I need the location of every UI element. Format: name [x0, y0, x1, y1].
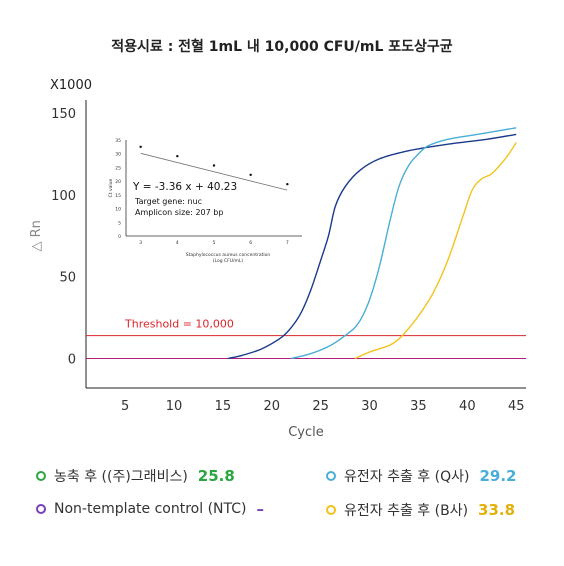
- inset-x-tick-label: 3: [139, 240, 142, 246]
- inset-y-axis-label: Ct value: [108, 178, 114, 197]
- inset-x-tick-label: 4: [176, 240, 179, 246]
- inset-data-point: [139, 145, 142, 149]
- legend-marker-icon: [326, 505, 336, 515]
- inset-y-tick-label: 15: [115, 193, 121, 199]
- legend-ct-value: 25.8: [197, 467, 235, 485]
- x-tick-label: 15: [215, 399, 232, 414]
- legend-label: 유전자 추출 후 (Q사): [344, 469, 470, 485]
- legend-label: 유전자 추출 후 (B사): [344, 503, 469, 519]
- inset-x-tick-label: 5: [213, 240, 216, 246]
- legend-label: 농축 후 ((주)그래비스): [54, 469, 188, 485]
- x-tick-label: 35: [410, 399, 427, 414]
- inset-y-tick-label: 5: [118, 220, 121, 226]
- inset-y-tick-label: 0: [118, 234, 121, 240]
- y-axis-label: △ Rn: [29, 220, 44, 251]
- chart-title: 적용시료 : 전혈 1mL 내 10,000 CFU/mL 포도상구균: [111, 39, 453, 55]
- x-tick-label: 40: [459, 399, 476, 414]
- legend-marker-icon: [326, 471, 336, 481]
- inset-x-tick-label: 6: [249, 240, 252, 246]
- series-line-gravis: [227, 133, 517, 360]
- x-tick-label: 30: [361, 399, 378, 414]
- inset-y-tick-label: 35: [115, 138, 121, 144]
- inset-data-point: [286, 182, 289, 186]
- inset-data-point: [212, 164, 216, 167]
- inset-y-tick-label: 10: [115, 207, 121, 213]
- x-tick-label: 10: [166, 399, 183, 414]
- x-tick-label: 45: [508, 399, 525, 414]
- series-line-b: [354, 142, 517, 360]
- inset-equation: Y = -3.36 x + 40.23: [132, 181, 237, 193]
- y-tick-label: 0: [68, 353, 76, 368]
- series-line-q: [291, 127, 517, 360]
- y-tick-label: 50: [59, 271, 76, 286]
- inset-x-axis-label: Staphylococcus aureus concentration: [186, 252, 271, 258]
- y-tick-label: 150: [51, 107, 76, 122]
- x-axis-label: Cycle: [288, 425, 324, 440]
- inset-x-tick-label: 7: [286, 240, 289, 246]
- inset-y-tick-label: 30: [115, 152, 121, 158]
- inset-gene-label: Target gene: nuc: [134, 197, 202, 206]
- y-tick-label: 100: [51, 189, 76, 204]
- legend-marker-icon: [36, 471, 46, 481]
- legend-ct-value: 33.8: [478, 501, 516, 519]
- legend-ct-value: –: [256, 500, 265, 518]
- legend-item-q: 유전자 추출 후 (Q사) 29.2: [326, 466, 516, 486]
- inset-data-point: [249, 173, 252, 177]
- legend-label: Non-template control (NTC): [54, 501, 247, 517]
- inset-amplicon-label: Amplicon size: 207 bp: [135, 208, 223, 217]
- inset-y-tick-label: 20: [115, 179, 121, 185]
- x-tick-label: 25: [312, 399, 329, 414]
- legend-item-gravis: 농축 후 ((주)그래비스) 25.8: [36, 466, 235, 486]
- inset-y-tick-label: 25: [115, 165, 121, 171]
- inset-regression-line: [140, 152, 288, 191]
- inset-x-axis-label-unit: (Log CFU/mL): [213, 258, 244, 264]
- legend-ct-value: 29.2: [479, 467, 517, 485]
- y-multiplier-label: X1000: [50, 78, 92, 93]
- threshold-label: Threshold = 10,000: [124, 318, 234, 331]
- legend-marker-icon: [36, 504, 46, 514]
- x-tick-label: 5: [121, 399, 129, 414]
- x-tick-label: 20: [264, 399, 281, 414]
- legend-item-b: 유전자 추출 후 (B사) 33.8: [326, 500, 515, 520]
- legend-item-ntc: Non-template control (NTC) –: [36, 500, 264, 518]
- inset-data-point: [176, 154, 179, 158]
